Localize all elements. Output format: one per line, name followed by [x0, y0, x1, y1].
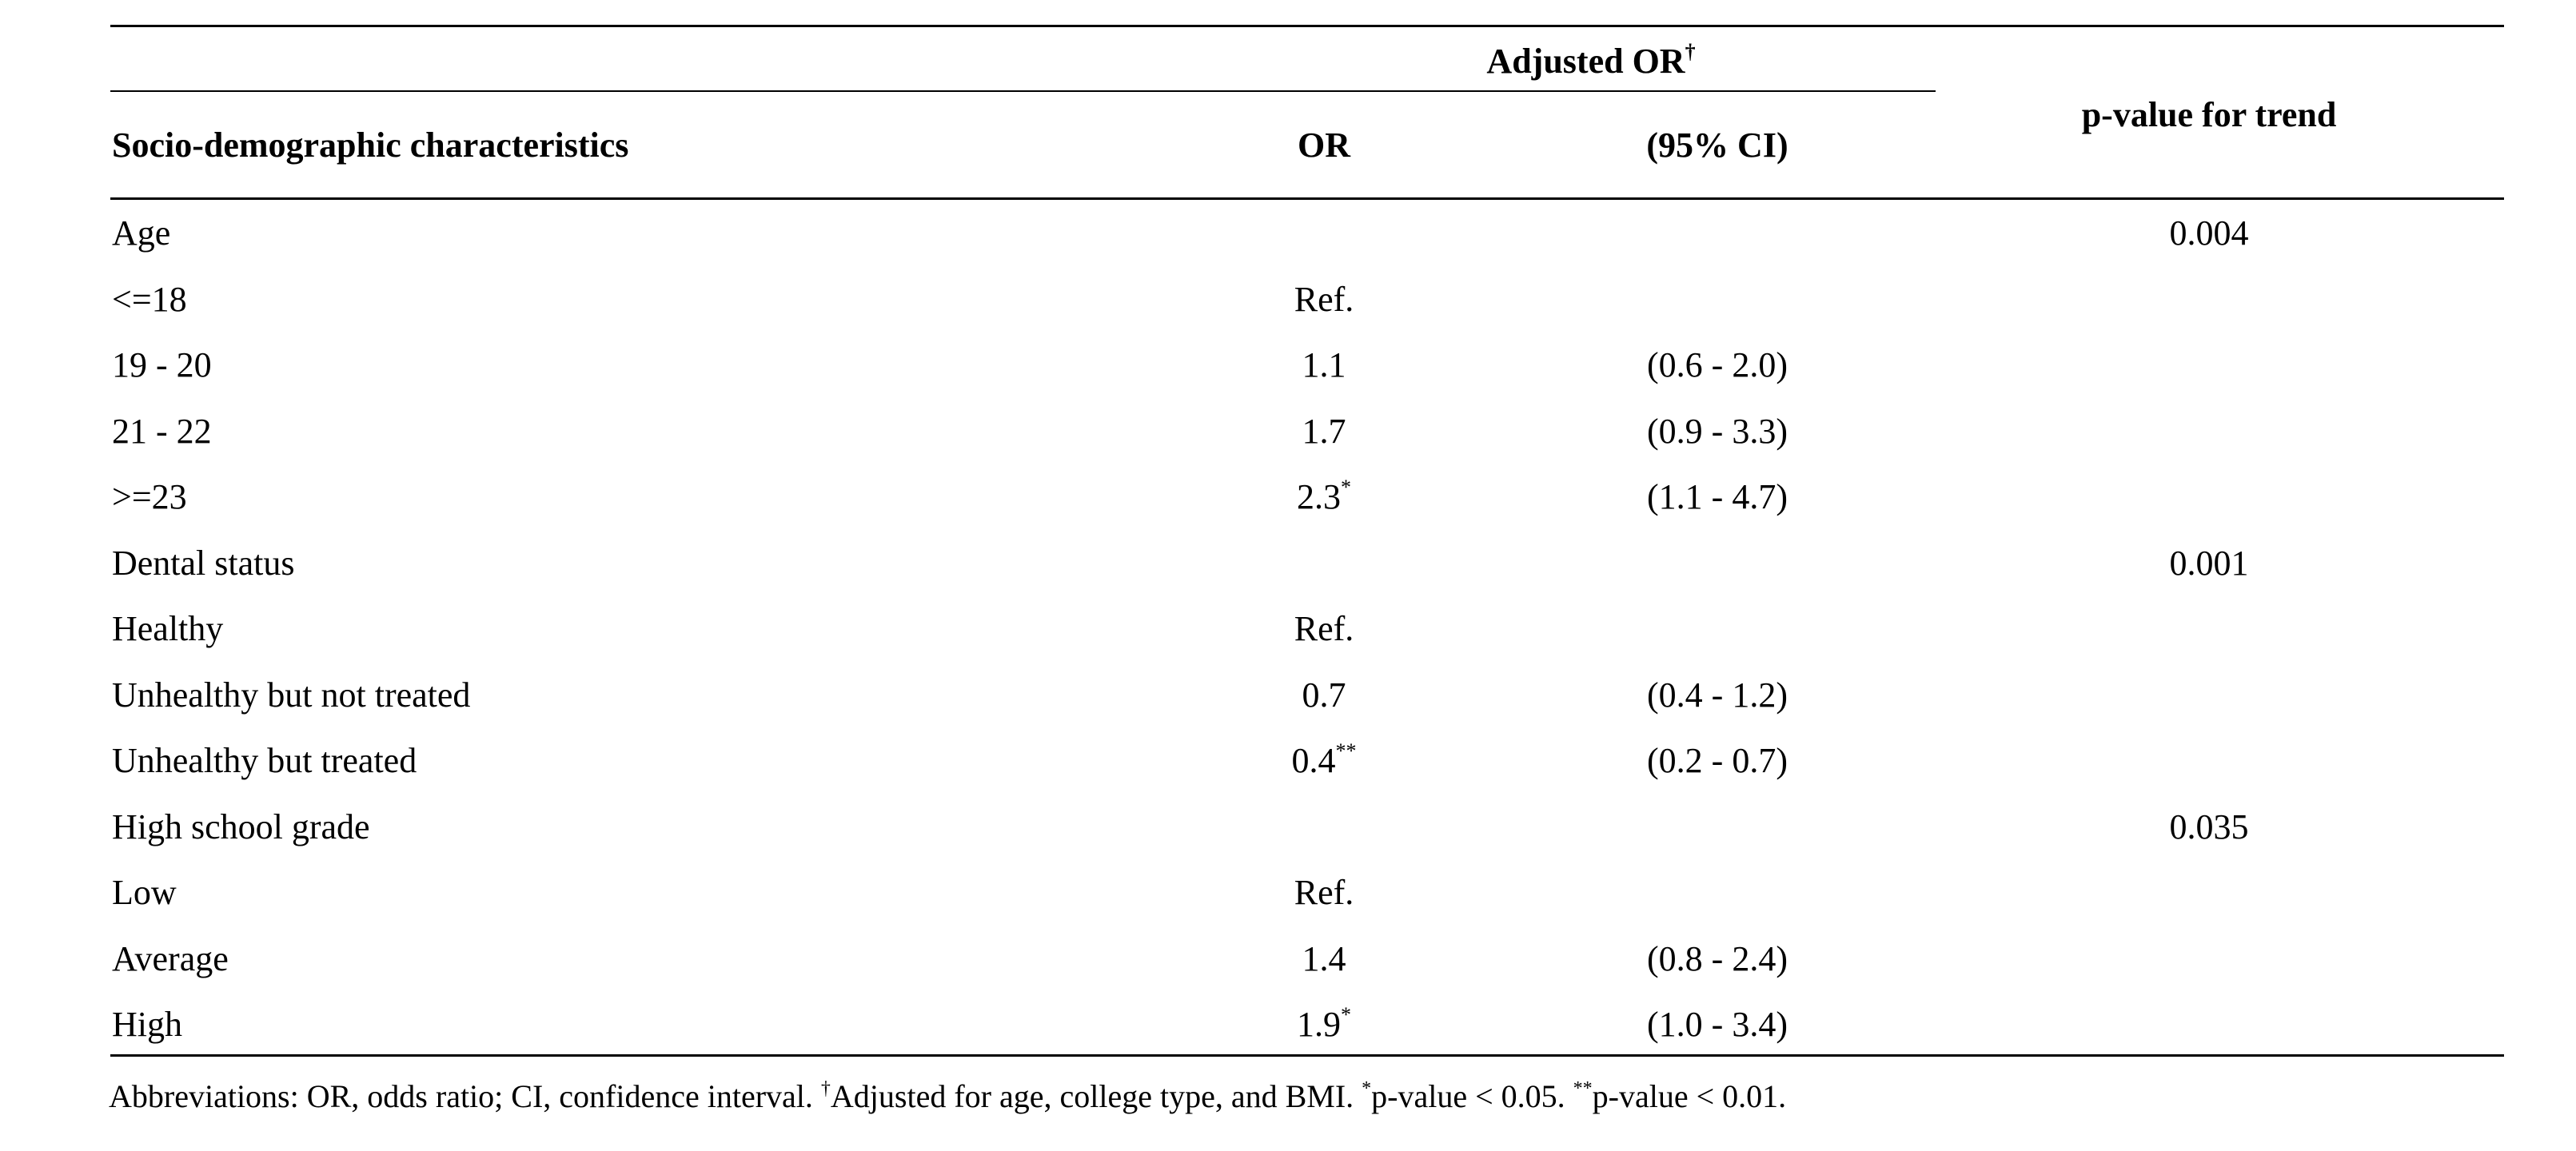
row-label: Dental status — [112, 544, 295, 583]
significance-mark: * — [1341, 1003, 1351, 1026]
ci-value: (0.2 - 0.7) — [1647, 741, 1788, 780]
table-top-rule — [110, 25, 2504, 27]
p-trend-value: 0.001 — [2169, 544, 2249, 583]
ci-value: (0.8 - 2.4) — [1647, 939, 1788, 978]
row-label: High school grade — [112, 807, 370, 846]
adjusted-or-underline — [110, 90, 1936, 92]
row-label: >=23 — [112, 477, 187, 516]
or-value: 1.1 — [1302, 345, 1346, 384]
or-value: Ref. — [1294, 609, 1354, 648]
or-value: 0.7 — [1302, 675, 1346, 715]
row-label: Unhealthy but not treated — [112, 675, 471, 715]
ci-header: (95% CI) — [1646, 125, 1788, 165]
ci-value: (1.1 - 4.7) — [1647, 477, 1788, 516]
ci-value: (0.6 - 2.0) — [1647, 345, 1788, 384]
characteristics-header: Socio-demographic characteristics — [112, 125, 629, 165]
row-label: <=18 — [112, 280, 187, 319]
significance-mark: * — [1341, 476, 1351, 499]
row-label: 21 - 22 — [112, 412, 212, 451]
row-label: Average — [112, 939, 229, 978]
adjusted-or-header: Adjusted OR† — [1486, 40, 1696, 81]
or-value: 1.7 — [1302, 412, 1346, 451]
row-label: Unhealthy but treated — [112, 741, 417, 780]
row-label: Age — [112, 213, 171, 253]
row-label: 19 - 20 — [112, 345, 212, 384]
table-bottom-rule — [110, 1054, 2504, 1057]
row-label: High — [112, 1005, 182, 1044]
p-trend-header: p-value for trend — [2081, 95, 2337, 134]
row-label: Healthy — [112, 609, 224, 648]
significance-mark: ** — [1335, 739, 1357, 763]
row-label: Low — [112, 873, 177, 912]
or-header: OR — [1298, 125, 1350, 165]
ci-value: (0.9 - 3.3) — [1647, 412, 1788, 451]
dagger-mark: † — [1685, 40, 1696, 63]
or-value: 1.4 — [1302, 939, 1346, 978]
or-value: 2.3* — [1297, 476, 1351, 516]
or-value: 0.4** — [1291, 739, 1357, 780]
or-value: 1.9* — [1297, 1003, 1351, 1044]
header-bottom-rule — [110, 197, 2504, 200]
or-value: Ref. — [1294, 873, 1354, 912]
ci-value: (0.4 - 1.2) — [1647, 675, 1788, 715]
ci-value: (1.0 - 3.4) — [1647, 1005, 1788, 1044]
p-trend-value: 0.035 — [2169, 807, 2249, 846]
table-footnote: Abbreviations: OR, odds ratio; CI, confi… — [109, 1078, 1787, 1114]
p-trend-value: 0.004 — [2169, 213, 2249, 253]
or-value: Ref. — [1294, 280, 1354, 319]
